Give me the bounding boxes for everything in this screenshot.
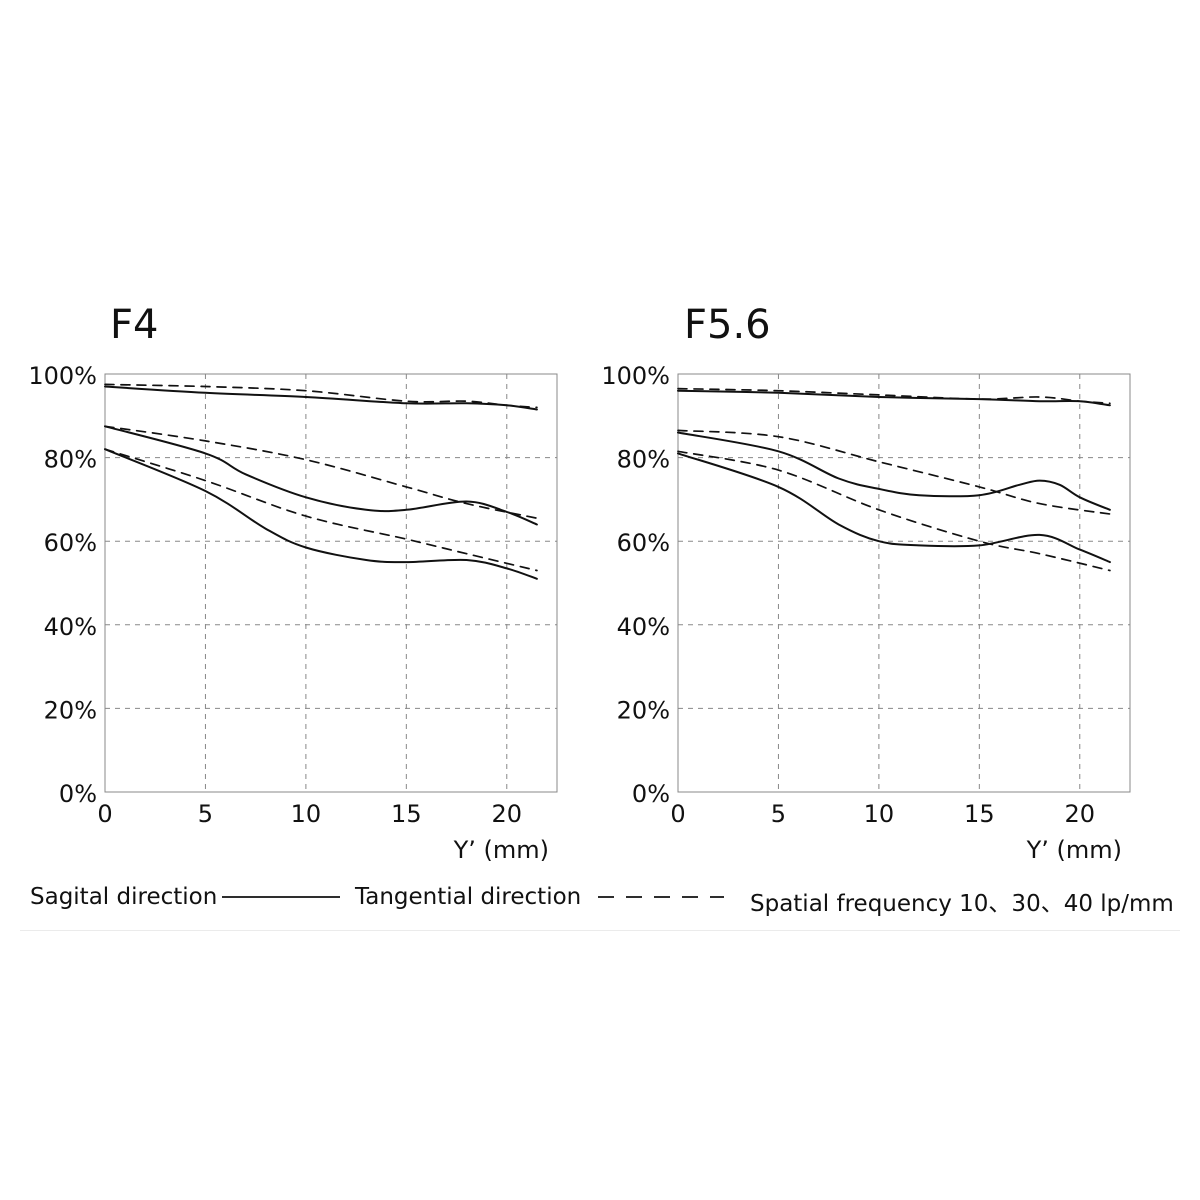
y-tick-label: 100% [28, 362, 97, 390]
x-tick-label: 0 [670, 800, 685, 828]
series-dashed-line [104, 448, 538, 572]
series-dashed-line [104, 425, 538, 520]
legend-frequency-label: Spatial frequency 10、30、40 lp/mm [750, 891, 1174, 917]
y-tick-label: 20% [617, 696, 670, 724]
chart-title: F5.6 [684, 302, 771, 348]
legend-solid-line-swatch [222, 896, 340, 898]
y-tick-label: 80% [617, 446, 670, 474]
x-tick-label: 5 [198, 800, 213, 828]
chart-f4: F4 0% 20% 40% 60% 80% 100% 0 5 10 15 20 Y’ (mm) [28, 302, 558, 864]
chart-f56: F5.6 0% 20% 40% 60% 80% 100% 0 5 10 15 20 Y’ (mm) [601, 302, 1131, 864]
y-tick-label: 100% [601, 362, 670, 390]
x-tick-label: 15 [391, 800, 422, 828]
x-tick-label: 10 [291, 800, 322, 828]
y-tick-label: 0% [59, 780, 97, 808]
x-tick-label: 20 [1065, 800, 1096, 828]
legend-sagittal-label: Sagital direction [30, 884, 218, 910]
plot-frame [677, 373, 1131, 793]
y-tick-label: 60% [44, 529, 97, 557]
x-axis-label: Y’ (mm) [453, 836, 549, 864]
series-solid-line [677, 389, 1111, 407]
x-tick-label: 20 [492, 800, 523, 828]
series-dashed-line [677, 429, 1111, 515]
y-tick-label: 0% [632, 780, 670, 808]
bottom-rule [20, 930, 1180, 931]
series-dashed-line [677, 450, 1111, 572]
series-solid-line [104, 385, 538, 411]
x-tick-label: 5 [771, 800, 786, 828]
x-tick-label: 15 [964, 800, 995, 828]
series-solid-line [104, 448, 538, 580]
y-tick-label: 80% [44, 446, 97, 474]
legend: Sagital direction Tangential direction S… [30, 880, 1180, 920]
legend-tangential-label: Tangential direction [355, 884, 582, 910]
y-tick-label: 40% [617, 613, 670, 641]
chart-title: F4 [110, 302, 158, 348]
series-solid-line [104, 425, 538, 526]
series-solid-line [677, 452, 1111, 564]
y-tick-label: 20% [44, 696, 97, 724]
series-dashed-line [104, 383, 538, 409]
x-tick-label: 0 [97, 800, 112, 828]
y-tick-label: 60% [617, 529, 670, 557]
plot-frame [104, 373, 558, 793]
series-dashed-line [677, 387, 1111, 405]
x-axis-label: Y’ (mm) [1026, 836, 1122, 864]
x-tick-label: 10 [864, 800, 895, 828]
legend-dashed-line-swatch [598, 896, 724, 898]
y-tick-label: 40% [44, 613, 97, 641]
series-solid-line [677, 431, 1111, 511]
